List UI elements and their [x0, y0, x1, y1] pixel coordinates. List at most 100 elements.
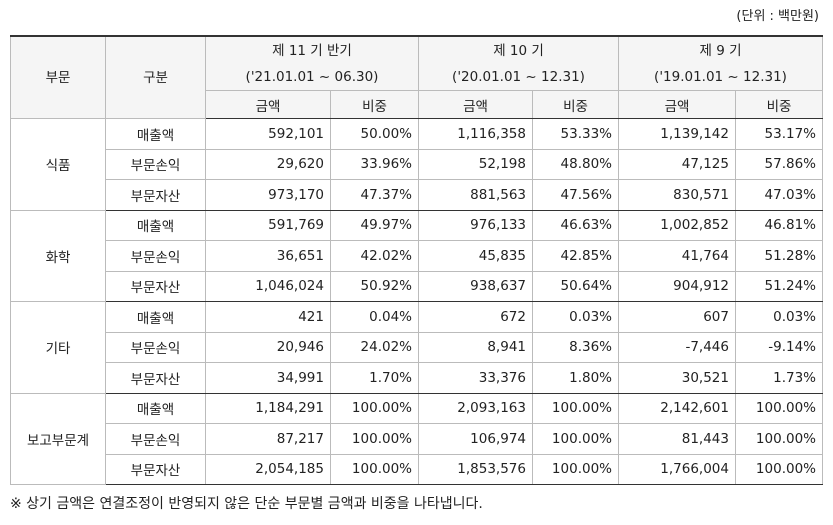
value-cell: 50.00% [330, 118, 419, 150]
item-cell: 부문자산 [105, 270, 206, 302]
value-cell: 100.00% [735, 453, 823, 485]
segment-cell: 기타 [10, 301, 106, 394]
value-cell: 53.17% [735, 118, 823, 150]
table-row: 보고부문계 매출액 1,184,291 100.00% 2,093,163 100.00%… [10, 392, 823, 485]
value-cell: 1,046,024 [205, 270, 331, 302]
header-row: 부문 구분 제 11 기 반기 ('21.01.01 ~ 06.30) 제 10 기 ('… [10, 35, 823, 119]
table-row: 기타 매출액 421 0.04% 672 0.03% 607 0.03% [10, 301, 823, 394]
value-cell: 42.85% [532, 240, 619, 272]
period-header: 제 10 기 ('20.01.01 ~ 12.31) [418, 35, 619, 91]
table-row: 부문자산 973,170 47.37% 881,563 47.56% 830,571 47.… [11, 179, 823, 211]
table-row: 화학 매출액 591,769 49.97% 976,133 46.63% 1,002,852… [10, 209, 823, 302]
period-range: ('19.01.01 ~ 12.31) [654, 68, 787, 85]
value-cell: 0.03% [735, 301, 823, 333]
value-cell: 100.00% [330, 453, 419, 485]
value-cell: 1,139,142 [618, 118, 736, 150]
item-cell: 부문자산 [105, 362, 206, 394]
value-cell: 53.33% [532, 118, 619, 150]
value-cell: 8.36% [532, 331, 619, 363]
table-row: 부문손익 36,651 42.02% 45,835 42.85% 41,764 51.28% [11, 240, 823, 272]
value-cell: 672 [418, 301, 533, 333]
value-cell: 24.02% [330, 331, 419, 363]
value-cell: 50.92% [330, 270, 419, 302]
period-range: ('21.01.01 ~ 06.30) [245, 68, 379, 85]
header-cell: 금액 [205, 90, 331, 119]
value-cell: 592,101 [205, 118, 331, 150]
value-cell: 33,376 [418, 362, 533, 394]
value-cell: 51.24% [735, 270, 823, 302]
value-cell: 1.70% [330, 362, 419, 394]
segment-cell: 화학 [10, 209, 106, 302]
value-cell: 100.00% [532, 392, 619, 424]
header-cell: 구분 [105, 35, 206, 119]
value-cell: 1,002,852 [618, 209, 736, 241]
value-cell: 57.86% [735, 148, 823, 180]
item-cell: 부문손익 [105, 331, 206, 363]
value-cell: 8,941 [418, 331, 533, 363]
value-cell: 50.64% [532, 270, 619, 302]
value-cell: 591,769 [205, 209, 331, 241]
unit-note: (단위 : 백만원) [736, 9, 819, 24]
period-name: 제 11 기 반기 [272, 42, 352, 59]
value-cell: 48.80% [532, 148, 619, 180]
table-row: 부문자산 34,991 1.70% 33,376 1.80% 30,521 1.73% [11, 362, 823, 394]
value-cell: -7,446 [618, 331, 736, 363]
value-cell: 881,563 [418, 179, 533, 211]
value-cell: 0.04% [330, 301, 419, 333]
item-cell: 부문자산 [105, 179, 206, 211]
item-cell: 매출액 [105, 209, 206, 241]
table-row: 부문손익 87,217 100.00% 106,974 100.00% 81,443 100… [11, 423, 823, 455]
header-cell: 금액 [418, 90, 533, 119]
value-cell: 1,766,004 [618, 453, 736, 485]
period-name: 제 10 기 [493, 42, 544, 59]
value-cell: -9.14% [735, 331, 823, 363]
value-cell: 904,912 [618, 270, 736, 302]
value-cell: 421 [205, 301, 331, 333]
value-cell: 47.56% [532, 179, 619, 211]
period-header: 제 11 기 반기 ('21.01.01 ~ 06.30) [205, 35, 419, 91]
value-cell: 1.73% [735, 362, 823, 394]
value-cell: 106,974 [418, 423, 533, 455]
value-cell: 41,764 [618, 240, 736, 272]
value-cell: 2,054,185 [205, 453, 331, 485]
period-header: 제 9 기 ('19.01.01 ~ 12.31) [618, 35, 823, 91]
header-cell: 부문 [10, 35, 106, 119]
table-row: 부문손익 20,946 24.02% 8,941 8.36% -7,446 -9.14% [11, 331, 823, 363]
table-row: 부문자산 2,054,185 100.00% 1,853,576 100.00% 1,76… [11, 453, 823, 485]
value-cell: 34,991 [205, 362, 331, 394]
segment-table: 부문 구분 제 11 기 반기 ('21.01.01 ~ 06.30) 제 10 기 ('… [10, 35, 823, 485]
value-cell: 47.03% [735, 179, 823, 211]
table-row: 부문자산 1,046,024 50.92% 938,637 50.64% 904,912 5… [11, 270, 823, 302]
value-cell: 2,093,163 [418, 392, 533, 424]
item-cell: 부문손익 [105, 148, 206, 180]
item-cell: 매출액 [105, 118, 206, 150]
value-cell: 100.00% [735, 392, 823, 424]
value-cell: 42.02% [330, 240, 419, 272]
header-cell: 비중 [330, 90, 419, 119]
header-cell: 금액 [618, 90, 736, 119]
value-cell: 46.63% [532, 209, 619, 241]
value-cell: 607 [618, 301, 736, 333]
value-cell: 33.96% [330, 148, 419, 180]
item-cell: 매출액 [105, 301, 206, 333]
item-cell: 부문손익 [105, 423, 206, 455]
value-cell: 47,125 [618, 148, 736, 180]
segment-cell: 보고부문계 [10, 392, 106, 485]
value-cell: 45,835 [418, 240, 533, 272]
value-cell: 100.00% [532, 423, 619, 455]
value-cell: 52,198 [418, 148, 533, 180]
value-cell: 100.00% [330, 392, 419, 424]
value-cell: 51.28% [735, 240, 823, 272]
value-cell: 1.80% [532, 362, 619, 394]
value-cell: 976,133 [418, 209, 533, 241]
header-row: 금액 비중 금액 비중 금액 비중 [11, 90, 823, 119]
value-cell: 49.97% [330, 209, 419, 241]
value-cell: 36,651 [205, 240, 331, 272]
value-cell: 20,946 [205, 331, 331, 363]
value-cell: 938,637 [418, 270, 533, 302]
value-cell: 46.81% [735, 209, 823, 241]
header-cell: 비중 [735, 90, 823, 119]
table-header: 부문 구분 제 11 기 반기 ('21.01.01 ~ 06.30) 제 10 기 ('… [10, 35, 823, 119]
period-name: 제 9 기 [699, 42, 742, 59]
